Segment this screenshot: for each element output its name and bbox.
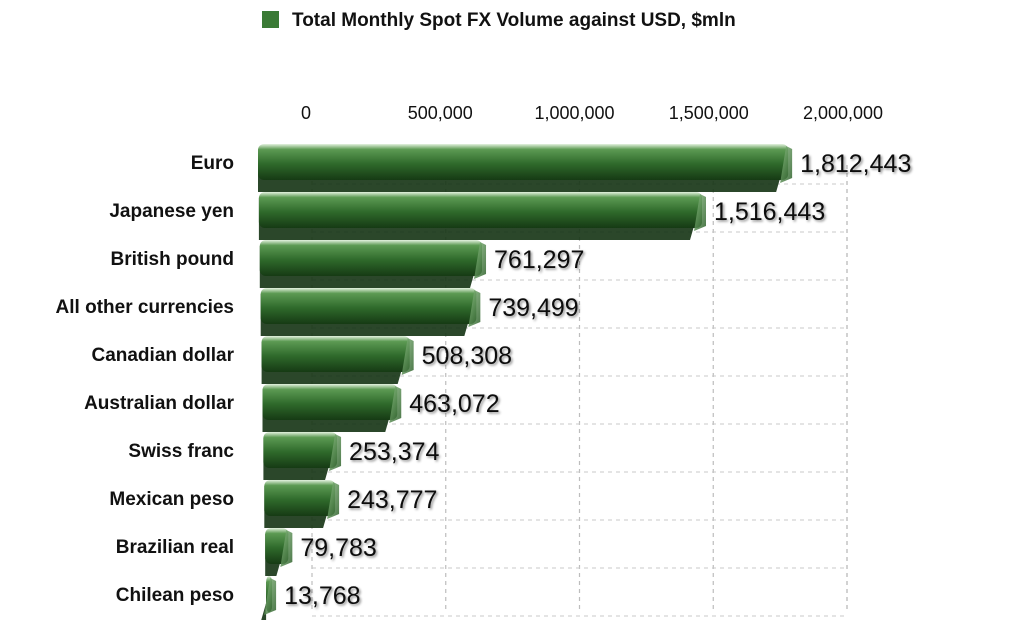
value-label: 253,374 [349, 438, 439, 466]
category-label: Brazilian real [116, 537, 234, 558]
category-label: All other currencies [56, 297, 234, 318]
category-labels: Euro Japanese yen British pound All other c… [56, 153, 235, 606]
x-tick-label: 1,500,000 [669, 103, 749, 123]
category-label: Japanese yen [109, 201, 234, 222]
value-label: 739,499 [488, 294, 578, 322]
category-label: Swiss franc [128, 441, 234, 462]
x-tick-label: 500,000 [408, 103, 473, 123]
value-label: 1,812,443 [800, 150, 911, 178]
category-label: Chilean peso [116, 585, 234, 606]
x-tick-label: 2,000,000 [803, 103, 883, 123]
category-label: Mexican peso [109, 489, 234, 510]
bar-end-cap [468, 290, 481, 327]
bar-swiss-franc [263, 432, 338, 468]
category-label: British pound [111, 249, 234, 270]
category-label: Australian dollar [84, 393, 235, 414]
bar-end-cap [401, 338, 414, 375]
bar-end-cap [329, 434, 342, 471]
bar-end-cap [280, 530, 293, 567]
bars [258, 144, 793, 615]
value-label: 761,297 [494, 246, 584, 274]
x-axis-ticks: 0 500,000 1,000,000 1,500,000 2,000,000 [301, 103, 883, 123]
bar-end-cap [474, 242, 487, 279]
bar-end-cap [694, 194, 707, 231]
bar-canadian-dollar [261, 336, 410, 372]
legend: Total Monthly Spot FX Volume against USD… [262, 10, 736, 31]
value-label: 243,777 [347, 486, 437, 514]
bar-mexican-peso [264, 480, 336, 516]
bar-euro [258, 144, 789, 180]
bar-australian-dollar [262, 384, 398, 420]
legend-swatch [262, 11, 279, 28]
value-labels: 1,812,443 1,516,443 761,297 739,499 508,308 4… [284, 150, 911, 610]
bar-british-pound [259, 240, 483, 276]
legend-label: Total Monthly Spot FX Volume against USD… [292, 10, 736, 31]
category-label: Canadian dollar [91, 345, 234, 366]
bar-end-cap [327, 482, 340, 519]
bar-japanese-yen [258, 192, 703, 228]
value-label: 1,516,443 [714, 198, 825, 226]
bar-all-other-currencies [260, 288, 477, 324]
value-label: 508,308 [422, 342, 512, 370]
bar-end-cap [264, 578, 277, 615]
bar-end-cap [389, 386, 402, 423]
value-label: 463,072 [409, 390, 499, 418]
x-tick-label: 0 [301, 103, 311, 123]
x-tick-label: 1,000,000 [534, 103, 614, 123]
value-label: 13,768 [284, 582, 360, 610]
category-label: Euro [191, 153, 234, 174]
bar-end-cap [780, 146, 793, 183]
value-label: 79,783 [300, 534, 376, 562]
